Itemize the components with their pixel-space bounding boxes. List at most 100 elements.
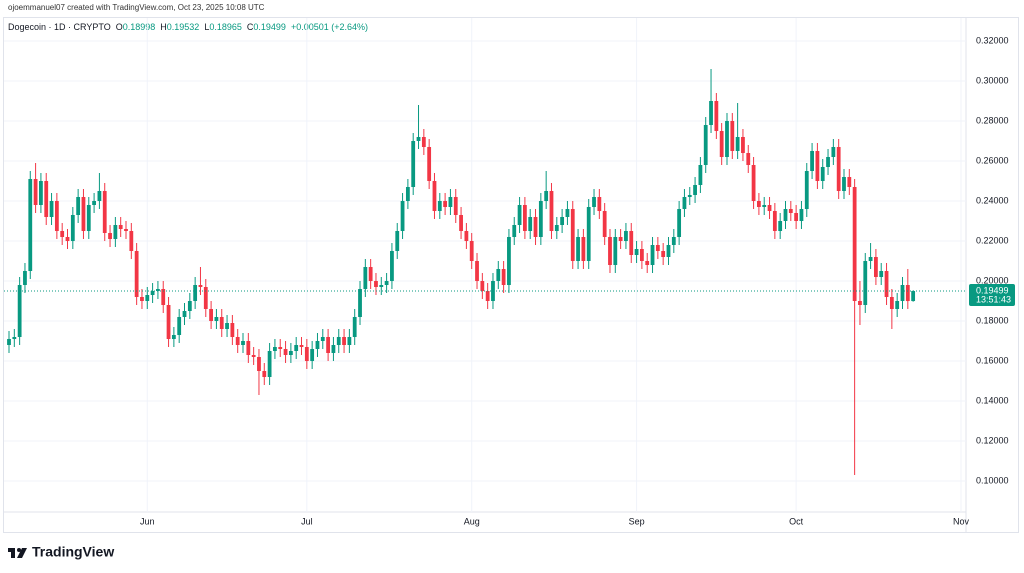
candle-body <box>437 201 442 211</box>
candle-body <box>134 251 139 297</box>
candle-body <box>597 197 602 211</box>
candle-body <box>283 349 288 355</box>
candle-body <box>304 347 309 361</box>
candle-body <box>469 241 474 261</box>
candle-body <box>629 231 634 255</box>
candle-body <box>767 205 772 211</box>
y-tick-label: 0.14000 <box>976 395 1009 405</box>
candle-body <box>118 225 123 229</box>
candle-body <box>427 147 432 181</box>
candle-body <box>379 285 384 287</box>
candle-body <box>618 237 623 241</box>
candle-body <box>326 337 331 353</box>
price-tag-value: 0.19499 <box>976 285 1009 295</box>
candle-body <box>251 355 256 357</box>
candle-body <box>639 249 644 261</box>
candle-body <box>799 209 804 221</box>
candle-body <box>602 211 607 237</box>
candle-body <box>661 251 666 257</box>
candle-body <box>140 297 144 301</box>
candle-body <box>405 187 410 201</box>
candle-body <box>320 337 325 341</box>
ohlc-value: 0.18998 <box>123 22 156 32</box>
candle-body <box>187 301 192 311</box>
y-tick-label: 0.28000 <box>976 115 1009 125</box>
candle-body <box>198 285 203 287</box>
candle-body <box>7 339 11 345</box>
candle-body <box>512 225 517 237</box>
price-tag <box>969 284 1015 307</box>
candle-body <box>485 291 490 301</box>
candle-body <box>905 285 910 302</box>
candle-body <box>65 237 70 241</box>
candle-body <box>810 151 814 171</box>
candle-body <box>299 345 304 347</box>
candle-body <box>352 317 357 337</box>
candle-body <box>874 257 878 277</box>
candle-body <box>92 201 96 205</box>
candle-body <box>113 225 118 239</box>
candle-body <box>889 297 894 309</box>
candle-body <box>836 147 841 191</box>
candle-body <box>714 101 719 131</box>
candle-body <box>634 249 639 255</box>
ohlc-label: L <box>204 22 209 32</box>
candle-body <box>60 231 65 237</box>
candle-body <box>17 285 22 337</box>
candle-body <box>97 191 102 201</box>
candle-body <box>257 357 261 371</box>
change: +0.00501 (+2.64%) <box>291 22 368 32</box>
candle-body <box>735 137 740 151</box>
candle-body <box>544 191 549 201</box>
ohlc-value: 0.18965 <box>209 22 242 32</box>
logo-text: TradingView <box>32 544 114 560</box>
candle-body <box>33 179 38 205</box>
candle-body <box>182 311 187 317</box>
candle-body <box>703 125 708 165</box>
candle-body <box>570 209 575 261</box>
candle-body <box>496 269 501 281</box>
candle-body <box>560 217 565 225</box>
candle-body <box>772 211 777 231</box>
y-tick-label: 0.10000 <box>976 475 1009 485</box>
candle-body <box>671 237 676 245</box>
x-tick-label: Aug <box>464 516 480 526</box>
candle-body <box>751 165 756 201</box>
candle-body <box>54 201 59 231</box>
candle-body <box>294 345 299 351</box>
candle-body <box>230 323 235 337</box>
candle-body <box>416 137 421 141</box>
y-tick-label: 0.20000 <box>976 275 1009 285</box>
y-tick-label: 0.24000 <box>976 195 1009 205</box>
legend: Dogecoin · 1D · CRYPTO O0.18998 H0.19532 L0… <box>8 22 368 32</box>
candle-body <box>400 201 405 231</box>
candle-body <box>145 295 150 301</box>
candle-body <box>746 153 751 165</box>
candle-body <box>475 261 479 281</box>
legend-line: Dogecoin · 1D · CRYPTO O0.18998 H0.19532 L0… <box>8 22 368 32</box>
candle-body <box>235 337 240 345</box>
candle-body <box>655 245 660 251</box>
candles <box>4 69 966 475</box>
y-tick-label: 0.26000 <box>976 155 1009 165</box>
candle-body <box>315 341 320 349</box>
candle-body <box>592 197 596 207</box>
candle-body <box>778 221 783 231</box>
candle-body <box>650 245 655 265</box>
candle-body <box>225 323 229 329</box>
candle-body <box>501 269 506 285</box>
candle-body <box>358 289 362 317</box>
candle-body <box>209 309 214 321</box>
candle-body <box>193 285 198 301</box>
candle-body <box>219 317 224 329</box>
candle-body <box>693 185 697 195</box>
candle-body <box>278 347 283 349</box>
grid <box>4 18 966 512</box>
candle-body <box>895 301 900 309</box>
candle-body <box>161 289 166 305</box>
x-tick-label: Jun <box>140 516 155 526</box>
candle-body <box>586 207 591 261</box>
candle-body <box>453 197 458 215</box>
candle-body <box>528 217 533 231</box>
